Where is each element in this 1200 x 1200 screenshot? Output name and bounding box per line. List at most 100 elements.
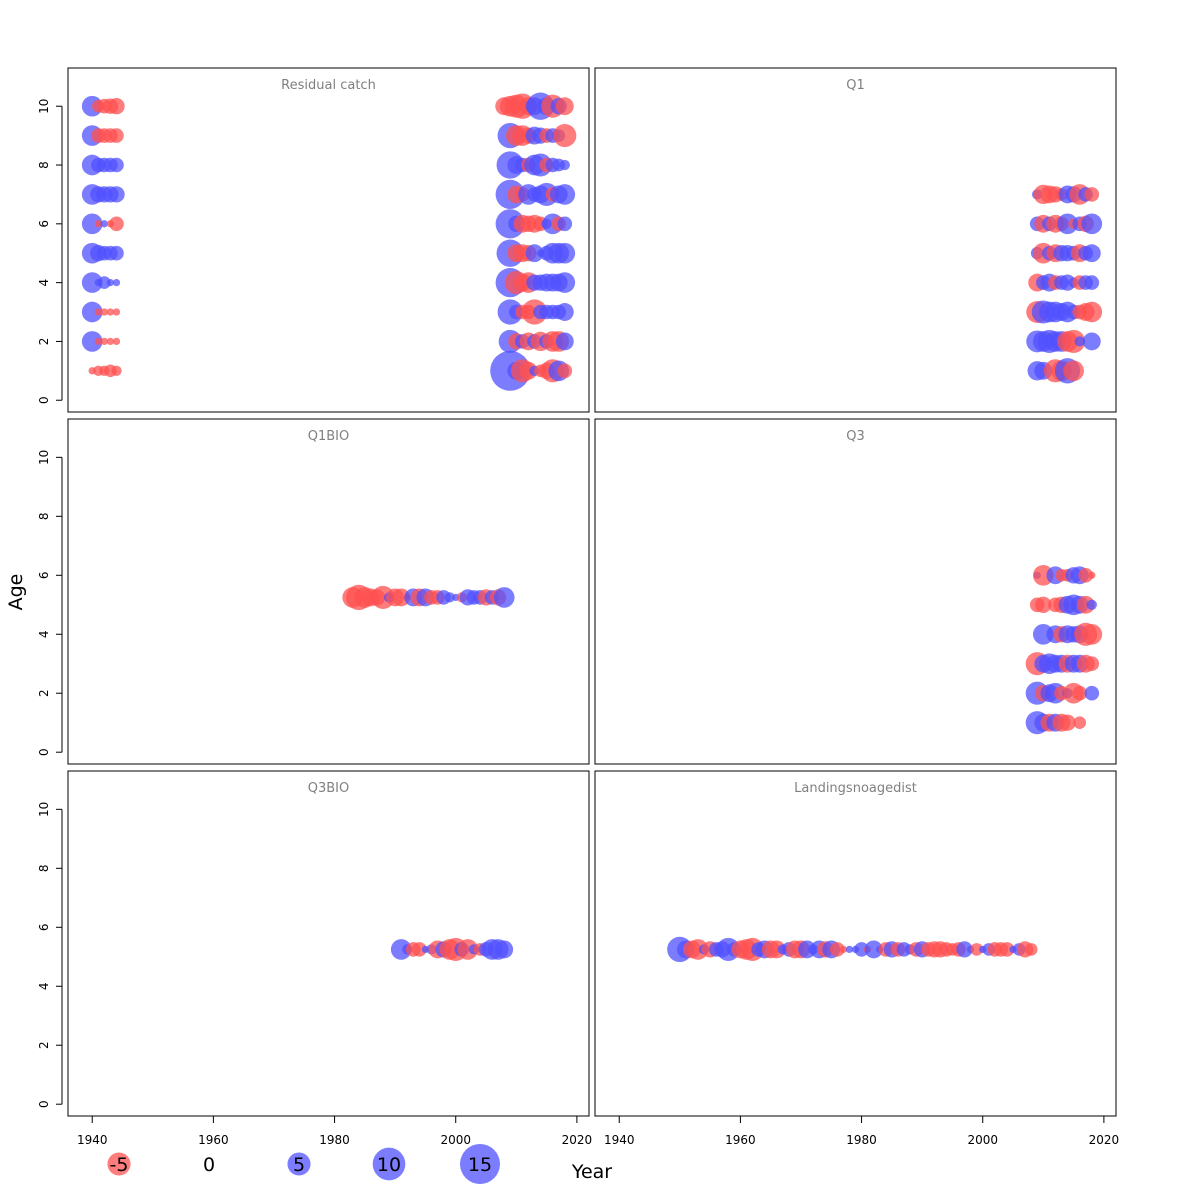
bubble [1024, 943, 1038, 956]
x-axis: 1940 1960 1980 2000 2020 [77, 1115, 593, 1147]
y-tick-label: 2 [37, 338, 51, 346]
bubble [1088, 571, 1096, 579]
bubble [106, 308, 115, 316]
bubble [100, 308, 108, 316]
bubble [1082, 244, 1101, 263]
bubble [1086, 599, 1097, 610]
legend-label: 5 [293, 1154, 305, 1176]
y-tick-label: 10 [37, 99, 51, 114]
bubble [111, 365, 122, 376]
bubble [687, 939, 709, 960]
x-axis-title: Year [571, 1161, 612, 1183]
bubble [1062, 329, 1086, 353]
bubble [1057, 213, 1078, 235]
panel-q3: Q3 [594, 418, 1117, 765]
panel-title: Residual catch [281, 78, 376, 93]
y-tick-label: 4 [37, 630, 51, 638]
bubble [839, 945, 848, 954]
y-axis: 0 2 4 6 8 10 [37, 450, 63, 756]
panel-q1: Q1 [594, 67, 1117, 413]
bubble [557, 363, 573, 379]
y-tick-label: 6 [37, 923, 51, 931]
bubble [555, 303, 574, 321]
panel-q3bio: Q3BIO [67, 770, 590, 1117]
bubble [412, 942, 427, 957]
x-tick-label: 2000 [967, 1133, 998, 1147]
x-tick-label: 1980 [846, 1133, 877, 1147]
bubble [845, 945, 854, 954]
bubble [390, 939, 412, 960]
bubble [854, 942, 869, 957]
bubble [1078, 568, 1093, 583]
y-tick-label: 8 [37, 864, 51, 872]
x-tick-label: 2020 [562, 1133, 593, 1147]
bubble [109, 245, 124, 261]
legend-label: 15 [468, 1154, 492, 1176]
legend-entry: 10 [372, 1147, 406, 1181]
bubble [1035, 596, 1052, 613]
panels-layer: Residual catch Q1 Q1BIO Q3 Q3BIO Landingsnoag… [67, 67, 1117, 1117]
legend-label: 10 [377, 1154, 401, 1176]
bubble [109, 157, 124, 173]
panel-frame [594, 418, 1117, 765]
legend-entry: 15 [460, 1144, 500, 1184]
y-tick-label: 10 [37, 802, 51, 817]
bubble [554, 272, 576, 293]
y-tick-label: 0 [37, 396, 51, 404]
y-tick-label: 0 [37, 748, 51, 756]
y-tick-label: 2 [37, 689, 51, 697]
bubble [109, 216, 124, 232]
x-tick-label: 1960 [198, 1133, 229, 1147]
legend-entry: -5 [107, 1152, 131, 1176]
bubble [106, 337, 115, 346]
bubble [444, 592, 455, 603]
bubble [100, 220, 108, 228]
bubble [525, 244, 544, 263]
bubble [94, 308, 102, 316]
bubble [1072, 685, 1087, 701]
bubble [553, 124, 577, 148]
bubble [1084, 656, 1100, 671]
bubble [970, 943, 984, 956]
bubble [106, 278, 115, 287]
bubble [555, 332, 574, 351]
panel-title: Landingsnoagedist [794, 781, 917, 796]
legend-bubble [107, 1152, 131, 1176]
bubble [554, 242, 576, 264]
y-tick-label: 2 [37, 1041, 51, 1049]
x-tick-label: 1940 [604, 1133, 635, 1147]
bubble [81, 301, 103, 323]
bubble [830, 942, 845, 957]
x-tick-label: 1960 [725, 1133, 756, 1147]
bubble [94, 337, 102, 346]
bubble [97, 276, 111, 289]
bubble [109, 128, 124, 143]
legend-bubble [460, 1144, 500, 1184]
y-tick-label: 8 [37, 512, 51, 520]
y-tick-label: 4 [37, 982, 51, 990]
bubble [1084, 187, 1100, 202]
legend-layer: -5 0 5 10 15 [107, 1144, 500, 1184]
bubble [112, 308, 121, 316]
y-axis-title: Age [5, 574, 27, 611]
panel-q1bio: Q1BIO [67, 418, 590, 765]
bubble [1073, 716, 1087, 730]
panel-residual-catch: Residual catch [67, 67, 590, 413]
x-tick-label: 1940 [77, 1133, 108, 1147]
bubble [108, 186, 125, 203]
bubble [554, 184, 576, 205]
x-tick-label: 1980 [319, 1133, 350, 1147]
bubble [457, 939, 479, 960]
legend-bubble [372, 1147, 406, 1181]
bubble [112, 337, 121, 346]
panel-frame [594, 67, 1117, 413]
legend-label: 0 [203, 1154, 215, 1176]
bubble [559, 159, 570, 171]
bubble [1063, 360, 1084, 382]
y-tick-label: 10 [37, 450, 51, 465]
legend-entry: 5 [287, 1152, 311, 1176]
bubble [108, 98, 125, 115]
y-tick-label: 6 [37, 571, 51, 579]
y-axis: 0 2 4 6 8 10 [37, 99, 63, 404]
